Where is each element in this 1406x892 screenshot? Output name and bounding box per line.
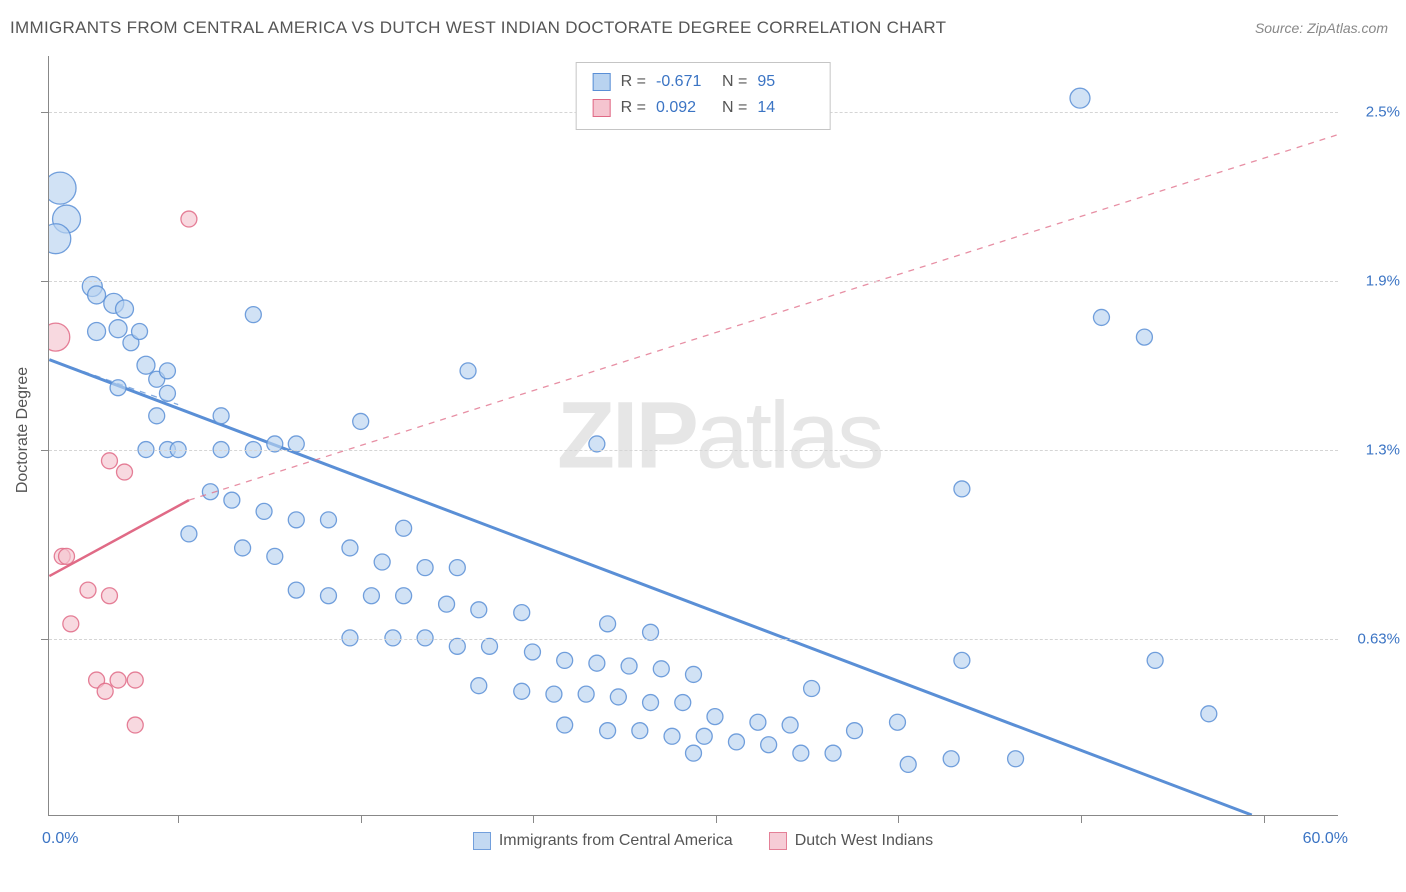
stats-row-series-a: R = -0.671 N = 95 [593,69,814,95]
x-tick [716,815,717,823]
legend-label-b: Dutch West Indians [795,832,933,850]
legend-swatch-a [473,832,491,850]
gridline [49,281,1338,282]
y-tick-label: 0.63% [1357,630,1400,647]
r-value-b: 0.092 [656,99,712,117]
r-label-b: R = [621,99,646,117]
y-tick-label: 1.3% [1366,442,1400,459]
gridline [49,450,1338,451]
x-tick [361,815,362,823]
n-value-b: 14 [757,99,813,117]
n-label-a: N = [722,73,747,91]
y-tick [41,639,49,640]
watermark-light: atlas [696,382,882,488]
watermark-text: ZIPatlas [557,381,881,490]
swatch-series-a [593,73,611,91]
swatch-series-b [593,99,611,117]
x-tick [178,815,179,823]
n-label-b: N = [722,99,747,117]
y-tick-label: 2.5% [1366,104,1400,121]
y-tick [41,281,49,282]
y-tick [41,112,49,113]
chart-svg-overlay [49,56,1338,815]
y-tick-label: 1.9% [1366,273,1400,290]
x-tick [1264,815,1265,823]
r-label-a: R = [621,73,646,91]
x-tick [533,815,534,823]
legend-swatch-b [769,832,787,850]
source-attribution: Source: ZipAtlas.com [1255,20,1388,36]
gridline [49,639,1338,640]
bottom-legend: Immigrants from Central America Dutch We… [0,832,1406,850]
y-tick [41,450,49,451]
x-tick [898,815,899,823]
x-tick [1081,815,1082,823]
legend-item-b: Dutch West Indians [769,832,933,850]
n-value-a: 95 [757,73,813,91]
legend-item-a: Immigrants from Central America [473,832,733,850]
scatter-chart: ZIPatlas 0.63%1.3%1.9%2.5% [48,56,1338,816]
r-value-a: -0.671 [656,73,712,91]
y-axis-label: Doctorate Degree [14,367,32,493]
legend-label-a: Immigrants from Central America [499,832,733,850]
chart-title: IMMIGRANTS FROM CENTRAL AMERICA VS DUTCH… [10,18,946,38]
correlation-stats-box: R = -0.671 N = 95 R = 0.092 N = 14 [576,62,831,130]
stats-row-series-b: R = 0.092 N = 14 [593,95,814,121]
watermark-bold: ZIP [557,382,696,488]
